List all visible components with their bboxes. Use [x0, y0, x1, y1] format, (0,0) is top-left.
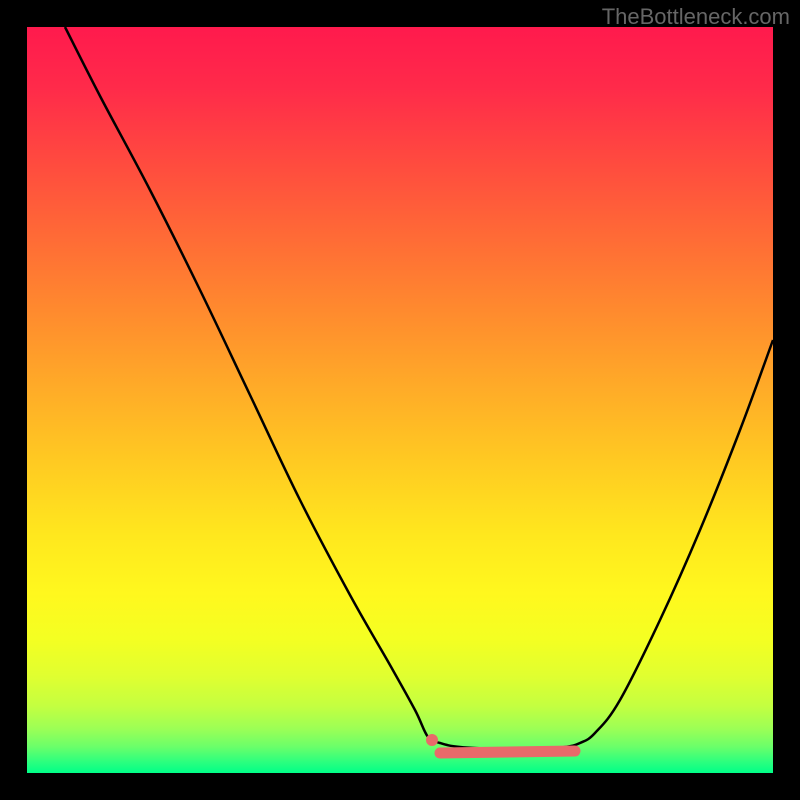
chart-container: TheBottleneck.com	[0, 0, 800, 800]
optimal-marker-dot	[426, 734, 438, 746]
plot-background	[27, 27, 773, 773]
optimal-range-line	[440, 751, 575, 753]
watermark-text: TheBottleneck.com	[602, 4, 790, 30]
bottleneck-chart	[0, 0, 800, 800]
